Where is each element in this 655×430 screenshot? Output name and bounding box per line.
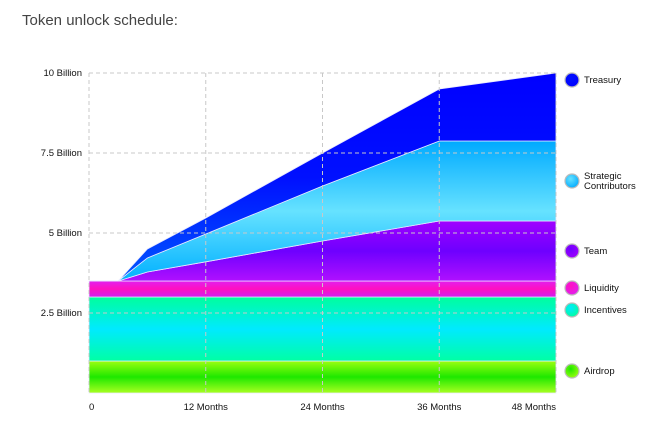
legend-swatch: [564, 302, 580, 318]
legend-item-incentives: Incentives: [564, 302, 627, 318]
legend-swatch: [564, 363, 580, 379]
y-tick-label: 2.5 Billion: [41, 308, 82, 319]
legend-item-treasury: Treasury: [564, 72, 621, 88]
legend-label: Incentives: [584, 305, 627, 316]
legend-swatch: [564, 72, 580, 88]
legend-label: Liquidity: [584, 283, 619, 294]
x-tick-label: 0: [89, 402, 94, 413]
legend-swatch: [564, 243, 580, 259]
legend-item-team: Team: [564, 243, 607, 259]
x-tick-label: 24 Months: [300, 402, 345, 413]
y-axis: 2.5 Billion 5 Billion 7.5 Billion 10 Billio…: [41, 68, 82, 319]
legend-label: Airdrop: [584, 366, 615, 377]
legend-label: Strategic Contributors: [584, 171, 636, 192]
x-tick-label: 48 Months: [512, 402, 557, 413]
grid: [88, 72, 557, 393]
y-tick-label: 7.5 Billion: [41, 148, 82, 159]
legend: Airdrop Incentives Liquidity Team Strategic C…: [564, 72, 636, 379]
x-tick-label: 12 Months: [184, 402, 229, 413]
legend-swatch: [564, 280, 580, 296]
legend-label: Team: [584, 246, 607, 257]
legend-item-strategic-contributors: Strategic Contributors: [564, 171, 636, 192]
y-tick-label: 10 Billion: [43, 68, 82, 79]
legend-item-liquidity: Liquidity: [564, 280, 619, 296]
legend-label: Treasury: [584, 75, 621, 86]
y-tick-label: 5 Billion: [49, 228, 82, 239]
x-tick-label: 36 Months: [417, 402, 462, 413]
legend-swatch: [564, 173, 580, 189]
page-title: Token unlock schedule:: [22, 12, 178, 29]
x-axis: 0 12 Months 24 Months 36 Months 48 Months: [89, 402, 556, 413]
legend-item-airdrop: Airdrop: [564, 363, 615, 379]
